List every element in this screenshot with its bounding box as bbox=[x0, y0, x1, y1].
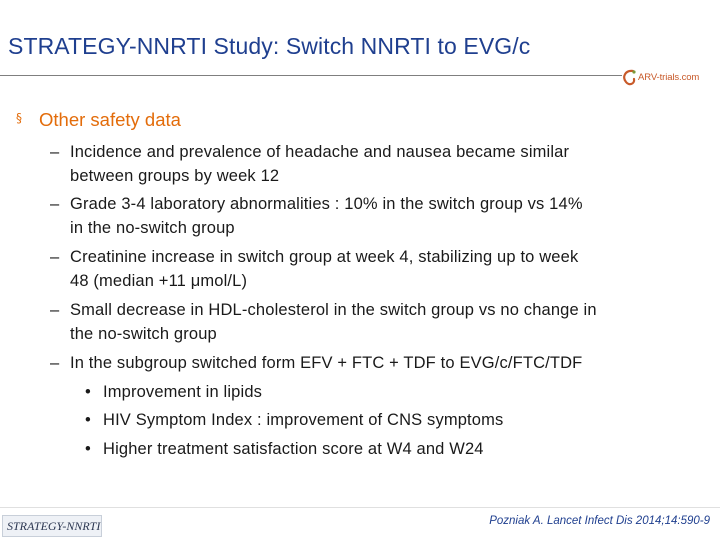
list-item-line: Incidence and prevalence of headache and… bbox=[70, 143, 570, 161]
list-item-line: the no-switch group bbox=[70, 325, 217, 343]
arv-trials-logo: ARV-trials.com bbox=[620, 68, 716, 90]
dash-bullet: – bbox=[50, 248, 60, 266]
title-divider bbox=[0, 75, 622, 76]
sub-list-item: HIV Symptom Index : improvement of CNS s… bbox=[103, 411, 504, 429]
dash-bullet: – bbox=[50, 195, 60, 213]
study-tag: STRATEGY-NNRTI bbox=[2, 515, 102, 537]
heading-text: Other safety data bbox=[39, 109, 181, 130]
footer-divider bbox=[0, 507, 720, 508]
list-item-line: In the subgroup switched form EFV + FTC … bbox=[70, 354, 583, 372]
citation: Pozniak A. Lancet Infect Dis 2014;14:590… bbox=[489, 515, 710, 527]
sub-list-item: Improvement in lipids bbox=[103, 383, 263, 401]
list-item-line: Creatinine increase in switch group at w… bbox=[70, 248, 579, 266]
logo-text: ARV-trials.com bbox=[638, 72, 700, 83]
study-tag-label: STRATEGY-NNRTI bbox=[7, 519, 101, 533]
logo-swirl-icon bbox=[623, 69, 636, 86]
list-item-line: Small decrease in HDL-cholesterol in the… bbox=[70, 301, 597, 319]
dash-bullet: – bbox=[50, 143, 60, 161]
slide-title: STRATEGY-NNRTI Study: Switch NNRTI to EV… bbox=[8, 33, 531, 59]
dash-bullet: – bbox=[50, 354, 60, 372]
square-bullet-icon: § bbox=[16, 111, 22, 125]
list-item-line: between groups by week 12 bbox=[70, 167, 280, 185]
list-item-line: Grade 3-4 laboratory abnormalities : 10%… bbox=[70, 195, 583, 213]
sub-list-item: Higher treatment satisfaction score at W… bbox=[103, 440, 484, 458]
dot-bullet: • bbox=[85, 411, 91, 429]
dot-bullet: • bbox=[85, 383, 91, 401]
list-item-line: 48 (median +11 μmol/L) bbox=[70, 272, 248, 290]
dash-bullet: – bbox=[50, 301, 60, 319]
dot-bullet: • bbox=[85, 440, 91, 458]
list-item-line: in the no-switch group bbox=[70, 219, 235, 237]
